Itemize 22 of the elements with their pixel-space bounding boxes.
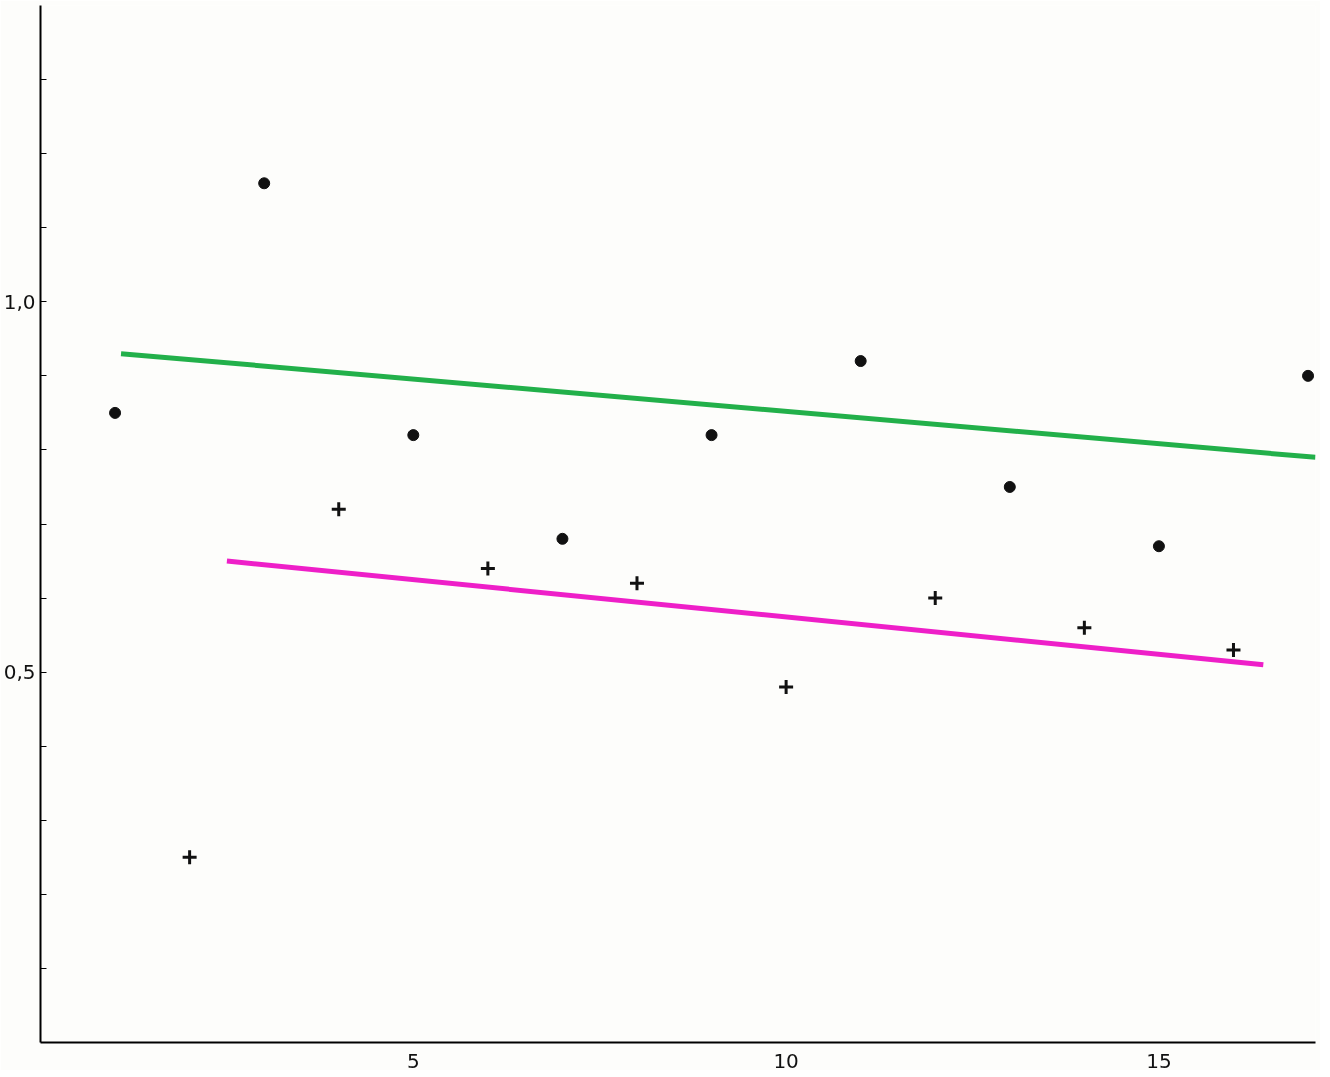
point	[1075, 619, 1093, 637]
point	[926, 589, 944, 607]
point	[854, 355, 867, 368]
point	[258, 177, 271, 190]
point	[1224, 641, 1242, 659]
point	[1152, 540, 1165, 553]
x-tick-label: 5	[406, 1048, 420, 1073]
point	[479, 559, 497, 577]
point	[330, 500, 348, 518]
point	[1302, 369, 1315, 382]
point	[1003, 480, 1016, 493]
x-tick-label: 15	[1146, 1048, 1172, 1073]
point	[777, 678, 795, 696]
point	[181, 848, 199, 866]
y-tick-label: 1,0	[3, 289, 36, 314]
point	[109, 406, 122, 419]
point	[705, 429, 718, 442]
point	[407, 429, 420, 442]
y-tick-label: 0,5	[3, 660, 36, 685]
x-tick-label: 10	[773, 1048, 799, 1073]
point	[556, 532, 569, 545]
point	[628, 574, 646, 592]
